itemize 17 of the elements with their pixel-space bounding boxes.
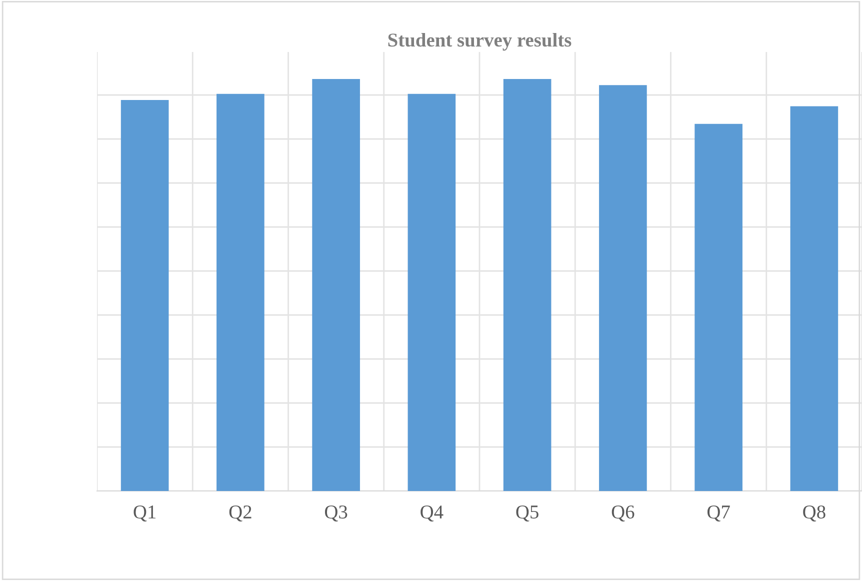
x-tick-label: Q3 bbox=[324, 506, 348, 522]
x-tick-label: Q7 bbox=[707, 506, 730, 522]
x-tick-label: Q1 bbox=[134, 506, 156, 522]
bar bbox=[790, 106, 838, 491]
x-tick-label: Q6 bbox=[612, 506, 634, 522]
x-tick-label: Q5 bbox=[516, 506, 538, 522]
bar bbox=[503, 79, 552, 491]
x-tick-label: Q8 bbox=[803, 505, 826, 522]
bar bbox=[408, 94, 456, 491]
chart-title: Student survey results bbox=[388, 32, 572, 51]
bar bbox=[694, 124, 742, 491]
bar bbox=[312, 79, 360, 491]
bar bbox=[599, 85, 647, 491]
x-tick-label: Q2 bbox=[229, 506, 252, 522]
x-tick-label: Q4 bbox=[420, 506, 444, 522]
bar bbox=[216, 94, 264, 491]
bar bbox=[120, 100, 169, 491]
